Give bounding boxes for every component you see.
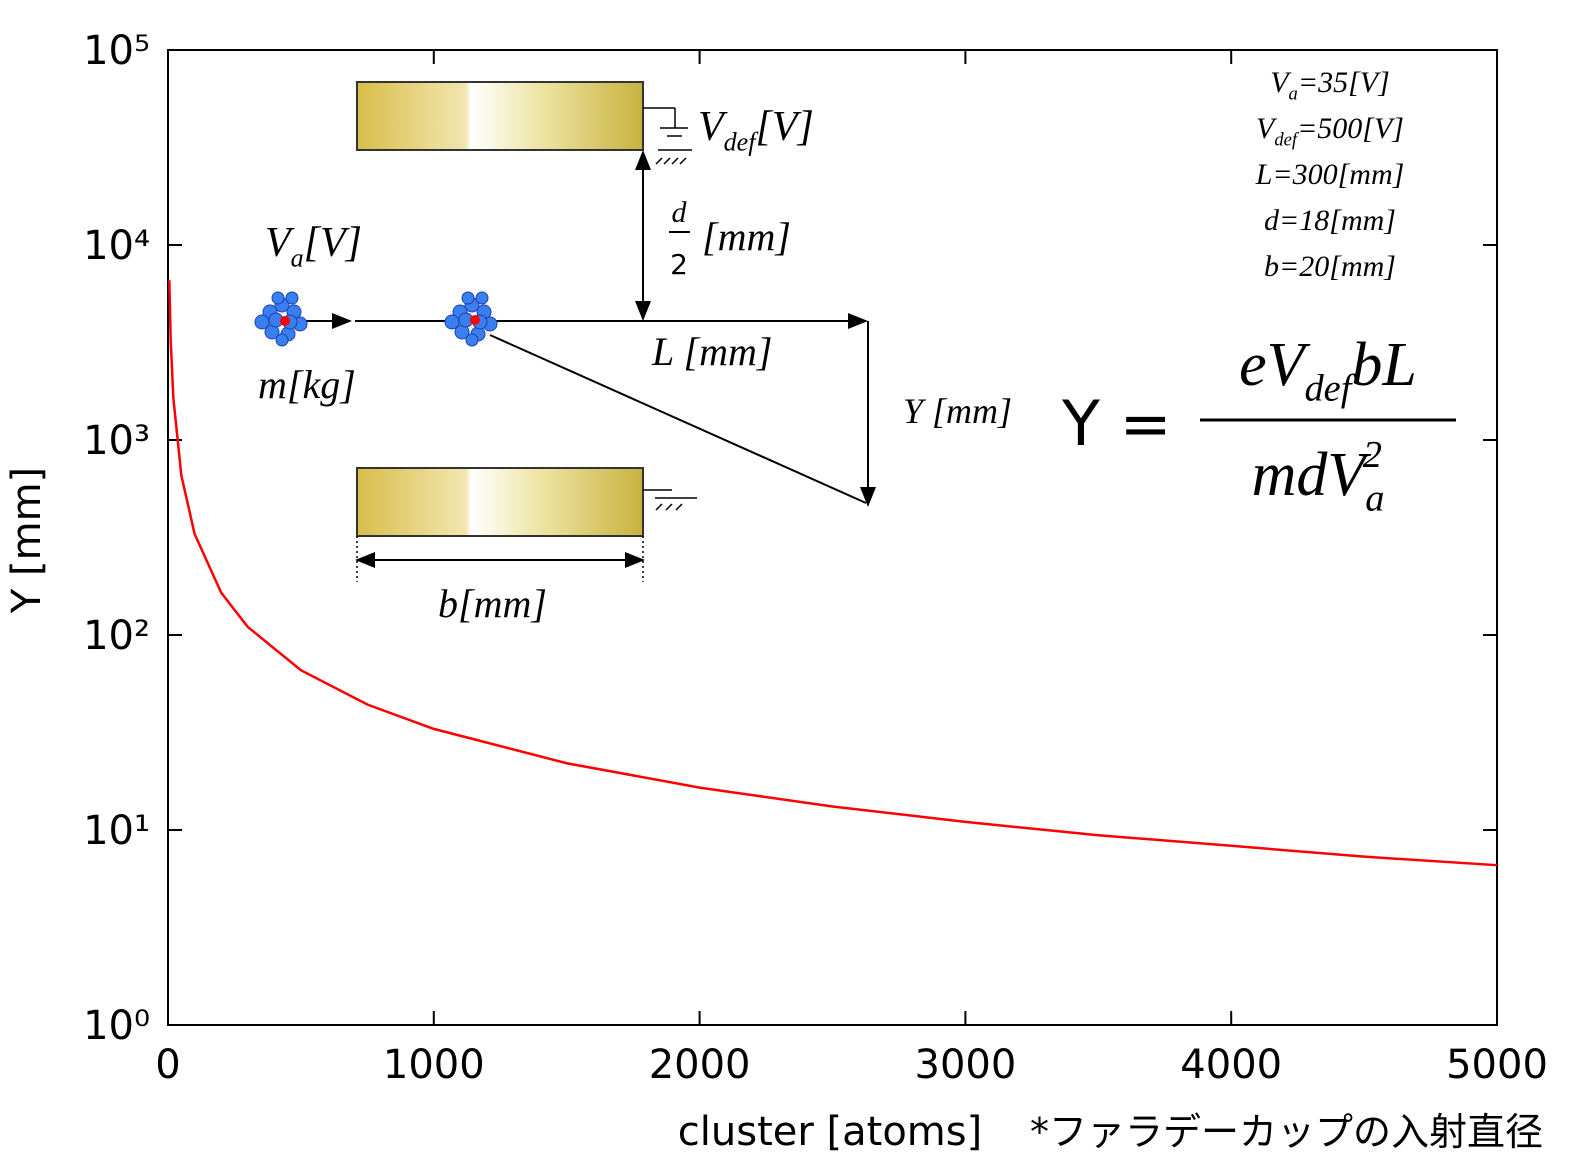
annotation: Vdef[V]: [698, 104, 814, 157]
annotation: Y =: [1061, 387, 1172, 460]
annotation: 2: [670, 248, 688, 281]
text-part: bL: [1351, 331, 1416, 399]
x-tick-label: 0: [155, 1042, 180, 1088]
y-tick-label: 10⁴: [83, 223, 150, 269]
annotation: d=18[mm]: [1264, 204, 1396, 237]
annotation: Va=35[V]: [1270, 66, 1390, 105]
text-part: eV: [1239, 331, 1311, 399]
x-tick-label: 5000: [1446, 1042, 1548, 1088]
subscript: a: [1289, 84, 1298, 105]
annotation: Vdef=500[V]: [1256, 112, 1404, 151]
x-tick-label: 1000: [383, 1042, 485, 1088]
annotation: m[kg]: [258, 362, 356, 407]
subscript: def: [1304, 368, 1356, 410]
annotation: L [mm]: [651, 329, 772, 374]
x-tick-label: 2000: [649, 1042, 751, 1088]
text-part: =35[V]: [1298, 66, 1390, 99]
y-tick-label: 10⁵: [83, 28, 150, 74]
x-tick-label: 4000: [1180, 1042, 1282, 1088]
x-axis-label: cluster [atoms]: [678, 1109, 982, 1155]
text-part: V: [265, 220, 295, 266]
text-part: V: [1256, 112, 1278, 145]
y-tick-label: 10¹: [83, 808, 150, 854]
text-part: [V]: [304, 220, 362, 266]
annotation: L=300[mm]: [1255, 158, 1405, 191]
text-part: =500[V]: [1297, 112, 1404, 145]
text-part: [V]: [755, 104, 813, 150]
text-part: mdV: [1252, 441, 1372, 509]
text-part: V: [698, 104, 728, 150]
text-part: L=300[mm]: [1255, 158, 1405, 191]
annotation: Va[V]: [265, 220, 362, 273]
annotation: mdVa2: [1252, 434, 1385, 519]
subscript: a: [291, 244, 304, 273]
data-line: [168, 280, 1498, 867]
annotation: b[mm]: [438, 581, 547, 626]
annotation: d: [672, 196, 688, 229]
y-tick-label: 10³: [83, 418, 150, 464]
text-part: V: [1270, 66, 1292, 99]
x-tick-label: 3000: [915, 1042, 1017, 1088]
y-axis-label: Y [mm]: [4, 467, 50, 614]
annotation: eVdefbL: [1239, 331, 1417, 410]
y-tick-label: 10²: [83, 613, 150, 659]
subscript: a: [1365, 478, 1384, 520]
subscript: def: [724, 128, 760, 157]
annotation: [mm]: [702, 214, 791, 259]
footnote: *ファラデーカップの入射直径: [1030, 1110, 1543, 1154]
text-part: d=18[mm]: [1264, 204, 1396, 237]
y-tick-label: 10⁰: [83, 1003, 150, 1049]
diagram: [254, 81, 1456, 582]
annotation: Y [mm]: [903, 391, 1012, 431]
subscript: def: [1274, 130, 1300, 151]
superscript: 2: [1363, 434, 1382, 476]
plot-frame: [167, 49, 1498, 1026]
text-part: b=20[mm]: [1264, 250, 1396, 283]
annotation: b=20[mm]: [1264, 250, 1396, 283]
